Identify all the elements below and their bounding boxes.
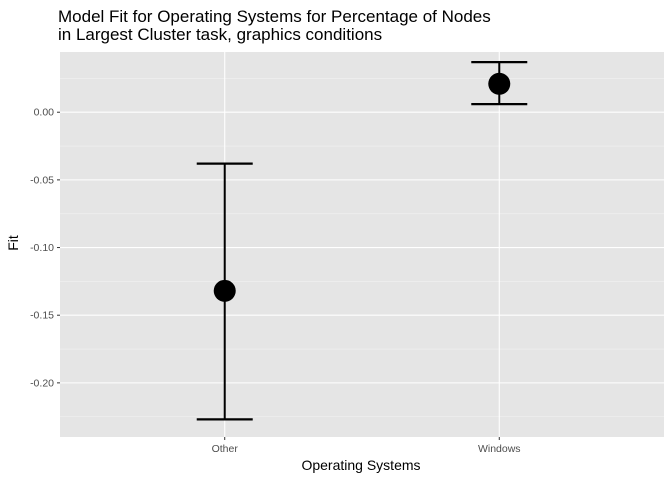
error-bars [196, 61, 528, 421]
x-tick-label: Windows [478, 443, 521, 455]
error-bar-windows [471, 61, 528, 106]
x-axis-title: Operating Systems [301, 457, 420, 473]
error-bar-other [196, 162, 253, 421]
plot-panel [60, 52, 664, 437]
x-tick-label: Other [212, 443, 239, 455]
y-tick-label: 0.00 [34, 107, 55, 119]
y-tick-label: -0.20 [30, 377, 54, 389]
y-tick-label: -0.10 [30, 242, 54, 254]
x-axis-tick-labels: Other Windows [212, 437, 521, 455]
y-axis-title: Fit [5, 235, 21, 251]
grid-lines [60, 52, 664, 437]
chart-title-line-1: Model Fit for Operating Systems for Perc… [58, 7, 491, 26]
fit-point [213, 279, 236, 302]
y-tick-label: -0.15 [30, 310, 54, 322]
chart-title-line-2: in Largest Cluster task, graphics condit… [58, 25, 382, 44]
fit-point [488, 72, 511, 95]
y-axis-tick-labels: 0.00 -0.05 -0.10 -0.15 -0.20 [30, 107, 60, 389]
y-tick-label: -0.05 [30, 174, 54, 186]
